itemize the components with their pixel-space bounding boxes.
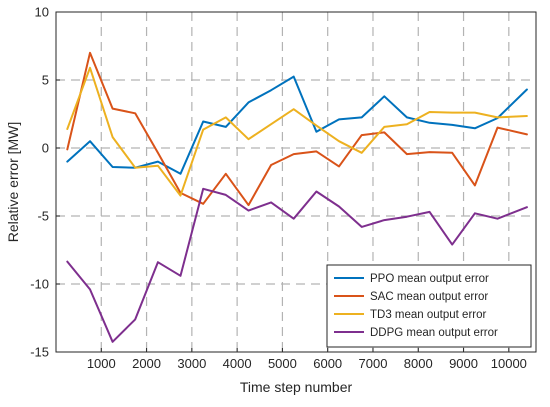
x-tick-label: 5000 — [268, 356, 297, 371]
x-axis-label: Time step number — [240, 379, 353, 395]
series-line-2 — [66, 51, 528, 207]
x-tick-label: 6000 — [313, 356, 342, 371]
y-tick-label: 10 — [35, 5, 49, 20]
x-tick-label: 4000 — [223, 356, 252, 371]
y-tick-label: 0 — [42, 141, 49, 156]
y-tick-label: 5 — [42, 73, 49, 88]
x-tick-label: 2000 — [132, 356, 161, 371]
legend-label: SAC mean output error — [370, 291, 488, 303]
legend: PPO mean output error SAC mean output err… — [326, 264, 532, 348]
x-tick-label: 1000 — [87, 356, 116, 371]
plot-area-frame — [55, 11, 537, 353]
x-tick-label: 7000 — [359, 356, 388, 371]
x-tick-label: 8000 — [404, 356, 433, 371]
series-line-4 — [66, 187, 528, 343]
tick-labels: 1000 2000 3000 4000 5000 6000 7000 8000 9000 1000… — [30, 5, 527, 372]
x-tick-label: 10000 — [491, 356, 527, 371]
series-line-3 — [66, 66, 528, 197]
y-tick-label: -5 — [37, 209, 49, 224]
legend-label: DDPG mean output error — [370, 327, 498, 339]
series-line-1 — [66, 75, 528, 175]
legend-label: TD3 mean output error — [370, 309, 487, 321]
series-lines — [66, 51, 528, 343]
x-tick-label: 3000 — [177, 356, 206, 371]
legend-label: PPO mean output error — [370, 273, 489, 285]
x-tick-label: 9000 — [449, 356, 478, 371]
y-tick-label: -10 — [30, 277, 49, 292]
y-axis-label: Relative error [MW] — [5, 122, 21, 243]
y-tick-label: -15 — [30, 345, 49, 360]
